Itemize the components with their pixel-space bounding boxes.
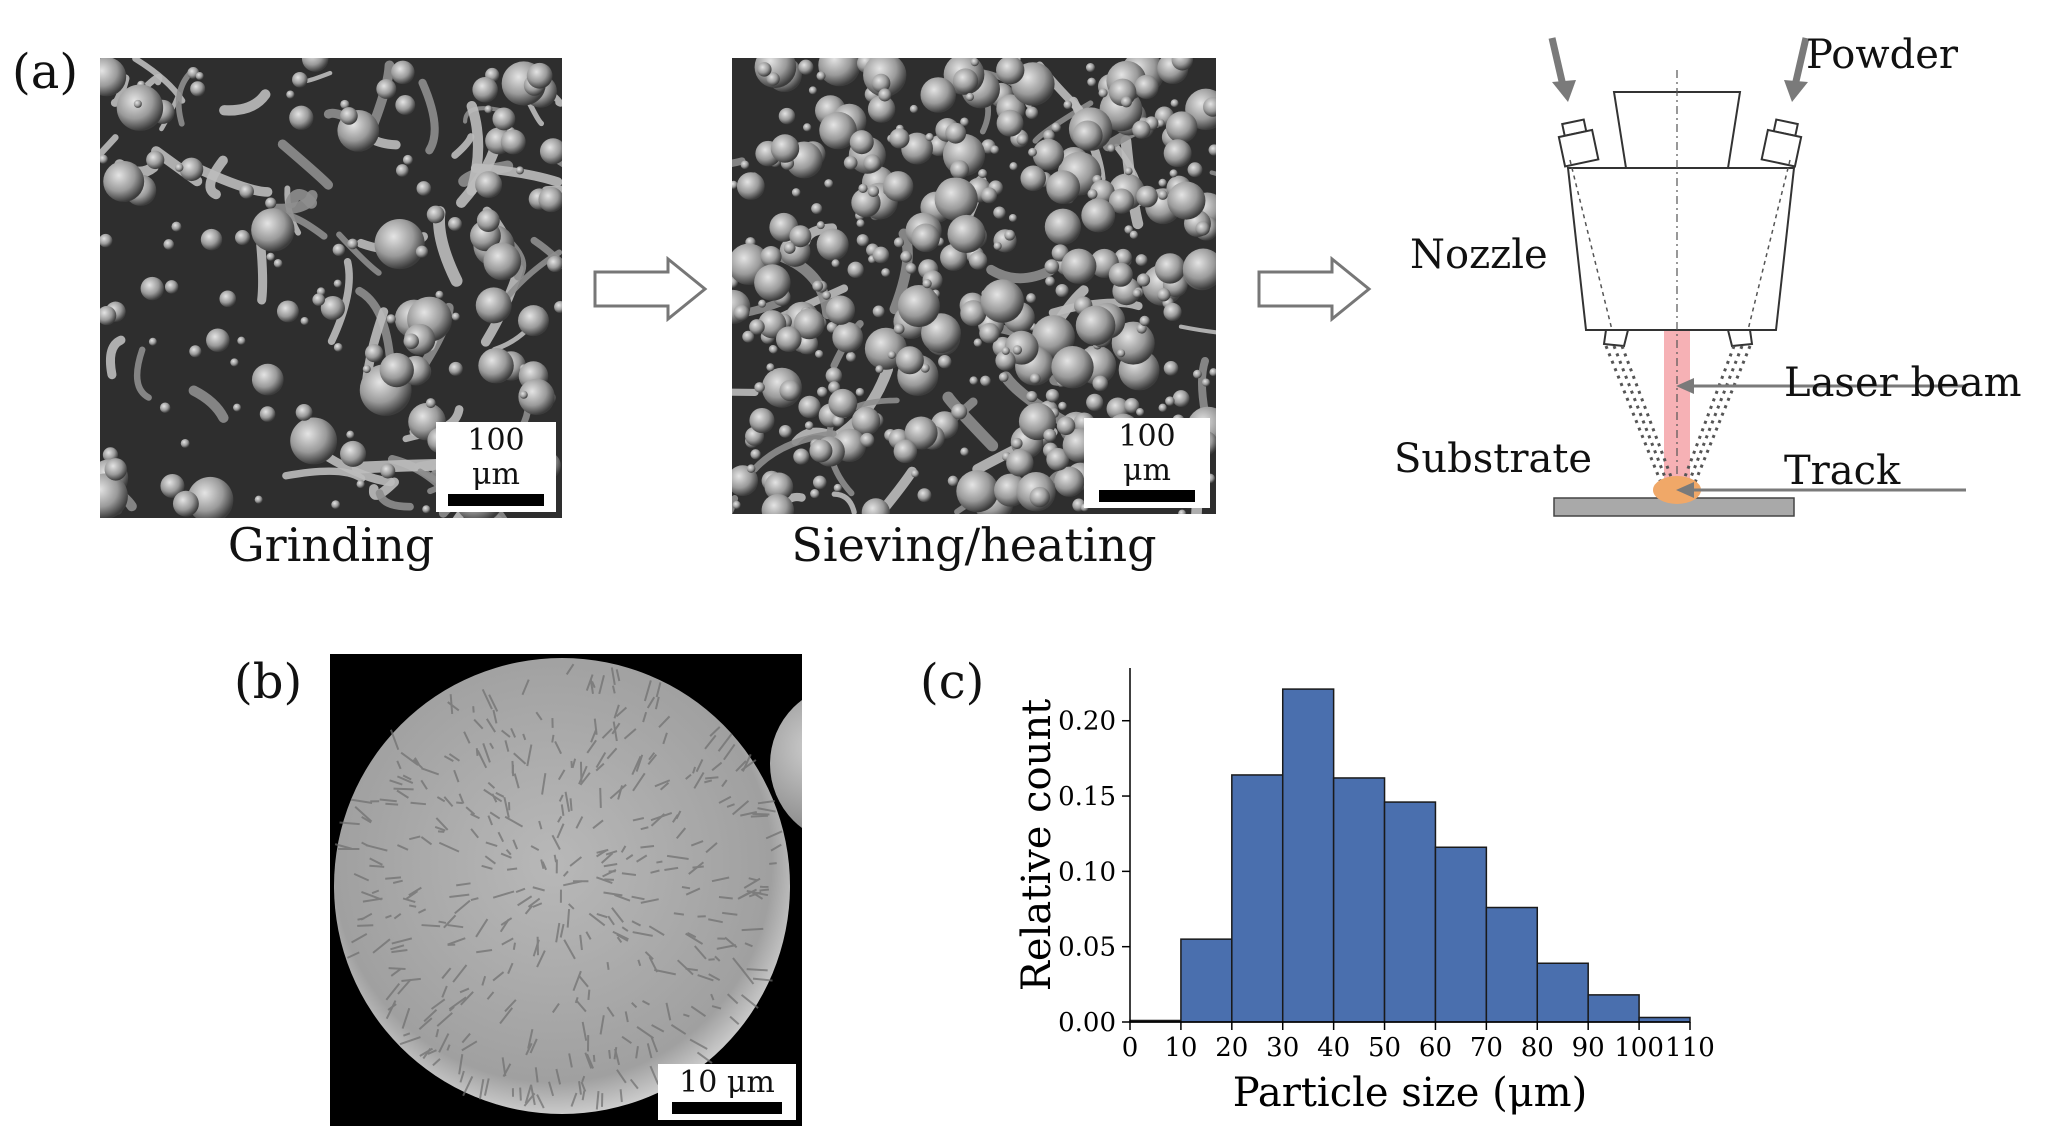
label-track: Track: [1784, 448, 1901, 494]
y-tick-label: 0.20: [1058, 707, 1116, 737]
scale-bar-line: [672, 1102, 782, 1114]
histogram-bar: [1231, 774, 1284, 1023]
sem-particle-sphere: [334, 658, 802, 1114]
scale-bar-line: [1099, 490, 1195, 502]
x-tick-label: 0: [1122, 1033, 1139, 1063]
scale-bar-label: 100 μm: [1118, 419, 1176, 488]
label-substrate: Substrate: [1394, 436, 1593, 482]
scale-bar-line: [448, 494, 544, 506]
x-tick-label: 50: [1368, 1033, 1401, 1063]
y-tick-label: 0.10: [1058, 857, 1116, 887]
caption-sieving-heating: Sieving/heating: [791, 518, 1157, 572]
x-tick-label: 90: [1572, 1033, 1605, 1063]
process-arrow-icon: [1257, 256, 1372, 322]
powder-feed-tube-right: [1760, 118, 1803, 168]
histogram-bar: [1434, 846, 1488, 1023]
scale-bar-label: 10 μm: [679, 1065, 775, 1100]
sem-texture-sieving: [732, 58, 1216, 514]
ded-nozzle-diagram: [1548, 37, 1966, 520]
scale-bar-sieving: 100 μm: [1084, 418, 1210, 508]
scale-bar-grinding: 100 μm: [436, 422, 556, 512]
y-tick-label: 0.05: [1058, 933, 1116, 963]
scale-bar-particle: 10 μm: [658, 1064, 796, 1120]
nozzle-body-shape: [1566, 167, 1796, 331]
x-tick-label: 40: [1317, 1033, 1350, 1063]
histogram-bar: [1485, 906, 1539, 1023]
scale-bar-label: 100 μm: [467, 423, 525, 492]
process-arrow-icon: [593, 256, 708, 322]
label-nozzle: Nozzle: [1410, 232, 1548, 278]
x-tick-label: 70: [1470, 1033, 1503, 1063]
x-tick-label: 20: [1215, 1033, 1248, 1063]
histogram-bar: [1587, 994, 1640, 1023]
histogram-bar: [1281, 688, 1335, 1023]
powder-feed-tube-left: [1557, 118, 1600, 168]
powder-stream-lines: [1604, 345, 1752, 491]
label-laser-beam: Laser beam: [1784, 360, 2022, 406]
x-tick-label: 80: [1521, 1033, 1554, 1063]
panel-b-label: (b): [234, 654, 303, 710]
histogram-bar: [1180, 938, 1233, 1023]
x-tick-label: 110: [1665, 1033, 1715, 1063]
x-tick-label: 10: [1164, 1033, 1197, 1063]
particle-size-histogram: 0 10 20 30 40 50 60 70 80 90 100 110 0.00 0.05 0.10 0.1…: [1014, 668, 1715, 1116]
histogram-bar: [1383, 801, 1437, 1023]
label-pointer-arrows: [1676, 378, 1966, 498]
histogram-bar: [1332, 777, 1386, 1023]
panel-a-label: (a): [12, 44, 79, 100]
x-tick-label: 30: [1266, 1033, 1299, 1063]
y-tick-label: 0.00: [1058, 1008, 1116, 1038]
histogram-bar: [1536, 962, 1589, 1023]
label-powder: Powder: [1806, 32, 1959, 78]
y-axis-label: Relative count: [1014, 699, 1060, 991]
x-tick-label: 60: [1419, 1033, 1452, 1063]
caption-grinding: Grinding: [227, 518, 435, 572]
x-tick-label: 100: [1614, 1033, 1664, 1063]
y-tick-label: 0.15: [1058, 782, 1116, 812]
sem-image-grinding: 100 μm: [100, 58, 562, 518]
sem-texture-grinding: [100, 58, 562, 518]
x-axis-label: Particle size (μm): [1233, 1070, 1587, 1116]
powder-arrow-icon: [1548, 37, 1810, 102]
sem-image-particle: 10 μm: [330, 654, 802, 1126]
sem-image-sieving: 100 μm: [732, 58, 1216, 514]
panel-c-label: (c): [920, 654, 985, 710]
